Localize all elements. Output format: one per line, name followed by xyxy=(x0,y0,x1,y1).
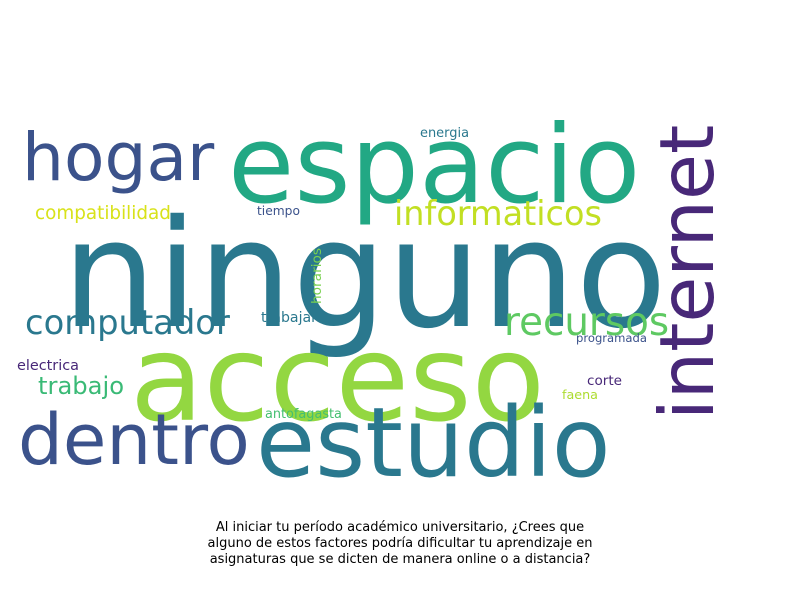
word-informaticos: informaticos xyxy=(394,193,602,233)
word-tiempo: tiempo xyxy=(257,203,300,218)
caption-line-1: Al iniciar tu período académico universi… xyxy=(215,520,585,535)
word-hogar: hogar xyxy=(22,119,215,196)
word-espacio: espacio xyxy=(228,102,641,228)
word-faena: faena xyxy=(562,387,598,402)
word-electrica: electrica xyxy=(17,357,79,374)
word-compatibilidad: compatibilidad xyxy=(35,202,171,224)
word-antofagasta: antofagasta xyxy=(265,407,342,422)
word-internet: internet xyxy=(643,124,731,420)
caption-line-2: alguno de estos factores podría dificult… xyxy=(207,536,593,551)
word-dentro: dentro xyxy=(18,398,250,481)
word-trabajo: trabajo xyxy=(38,372,125,400)
caption-line-3: asignaturas que se dicten de manera onli… xyxy=(209,552,591,567)
word-acceso: acceso xyxy=(130,310,546,449)
word-trabajar: trabajar xyxy=(261,309,317,326)
word-ninguno: ninguno xyxy=(62,188,667,362)
word-recursos: recursos xyxy=(504,299,670,345)
word-computador: computador xyxy=(25,303,230,342)
figure-caption: Al iniciar tu período académico universi… xyxy=(0,520,800,568)
word-horarios: horarios xyxy=(308,248,325,304)
word-energia: energia xyxy=(420,126,470,141)
word-programada: programada xyxy=(576,330,647,345)
word-estudio: estudio xyxy=(256,386,611,499)
word-corte: corte xyxy=(587,372,622,389)
